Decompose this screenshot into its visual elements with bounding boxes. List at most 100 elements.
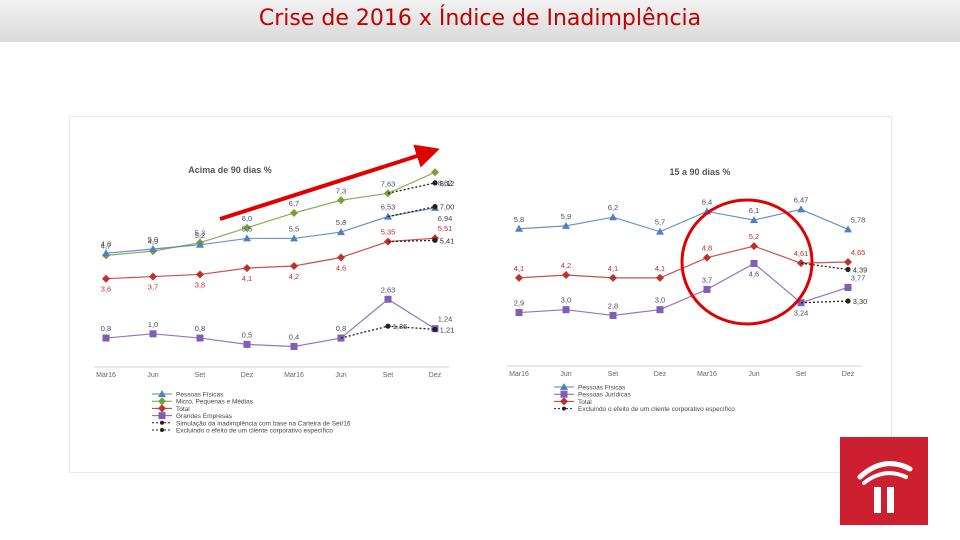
chart-1-data-point [844, 225, 852, 233]
chart-1-data-label: 3,0 [655, 296, 665, 305]
chart-1-legend-label: Total [578, 399, 592, 406]
chart-0-dotted-label: 1,36 [393, 322, 408, 331]
chart-0-data-label: 0,4 [289, 333, 299, 342]
chart-1-x-tick-label: Dez [842, 371, 855, 378]
chart-0-data-label: 4,1 [242, 274, 252, 283]
chart-1-data-point [797, 205, 805, 213]
chart-0-data-label: 0,8 [336, 324, 346, 333]
chart-0-x-tick-label: Jun [335, 372, 346, 379]
chart-0-data-point [196, 270, 204, 279]
chart-1-x-tick-label: Jun [748, 371, 759, 378]
chart-0-data-label: 4,8 [101, 239, 111, 248]
chart-1-data-label: 2,9 [514, 299, 524, 308]
chart-0-dotted-label: 1,21 [440, 325, 455, 334]
chart-1-data-label: 5,9 [561, 212, 571, 221]
chart-0-data-label: 6,94 [438, 214, 453, 223]
chart-1-data-point [750, 216, 758, 224]
chart-1-data-point [750, 242, 758, 251]
chart-1-data-point [656, 273, 664, 282]
chart-0-legend-label: Grandes Empresas [176, 413, 233, 420]
chart-0-data-label: 5,5 [289, 224, 299, 233]
chart-0-data-point [337, 196, 345, 205]
chart-0-data-label: 4,9 [148, 237, 158, 246]
chart-1-data-label: 5,78 [851, 215, 866, 224]
chart-0-data-label: 0,8 [195, 324, 205, 333]
chart-0-x-tick-label: Mar16 [96, 372, 116, 379]
chart-1-data-point [750, 259, 758, 267]
bradesco-logo-icon [857, 461, 913, 513]
chart-0-title: Acima de 90 dias % [188, 165, 272, 175]
chart-1-data-point [562, 221, 570, 229]
chart-0-data-point [384, 295, 392, 303]
chart-1-data-label: 4,6 [749, 269, 759, 278]
chart-1-data-point [515, 273, 523, 282]
chart-1-dotted-point [845, 298, 851, 304]
chart-1-data-point [515, 309, 523, 317]
chart-1-x-tick-label: Set [608, 371, 619, 378]
chart-0-data-label: 2,63 [381, 285, 396, 294]
chart-1-data-label: 4,1 [655, 264, 665, 273]
chart-0-data-label: 1,0 [148, 320, 158, 329]
chart-0-data-label: 0,8 [101, 324, 111, 333]
chart-0-data-label: 8,62 [438, 178, 453, 187]
chart-0-x-tick-label: Mar16 [284, 372, 304, 379]
chart-0-legend-marker [160, 428, 164, 432]
chart-1-dotted-label: 4,39 [853, 266, 868, 275]
chart-1-legend-marker [562, 406, 566, 411]
chart-0-dotted-label: 5,41 [440, 236, 455, 245]
chart-0-dotted-line [387, 205, 436, 218]
chart-0-data-point [102, 274, 110, 283]
chart-1-data-label: 4,1 [608, 264, 618, 273]
chart-0-legend-label: Excluindo o efeito de um cliente corpora… [176, 428, 333, 435]
chart-1-legend-marker [560, 397, 568, 406]
chart-0-x-tick-label: Jun [147, 372, 158, 379]
chart-1-data-point [844, 258, 852, 266]
highlight-circle [680, 198, 814, 326]
chart-0-data-point [290, 343, 298, 351]
chart-0-data-label: 0,5 [242, 330, 252, 339]
chart-1-data-label: 6,1 [749, 206, 759, 215]
chart-1-data-point [656, 227, 664, 235]
chart-1-data-label: 4,8 [702, 244, 712, 253]
chart-1-data-label: 4,2 [561, 261, 571, 270]
chart-1-dotted-point [845, 266, 851, 273]
chart-0-x-tick-label: Set [383, 372, 394, 379]
chart-0-data-point [431, 168, 439, 177]
chart-0-data-label: 6,7 [289, 199, 299, 208]
chart-0-dotted-label: 8,12 [440, 179, 455, 188]
chart-0-series-line [105, 171, 436, 256]
chart-0-data-label: 3,8 [195, 280, 205, 289]
chart-0-legend-label: Simulação da inadimplência com base na C… [176, 420, 351, 427]
chart-1-data-label: 2,8 [608, 301, 618, 310]
chart-0-data-point [102, 249, 110, 257]
chart-1-data-label: 6,2 [608, 203, 618, 212]
title-bar [0, 0, 960, 42]
chart-1-legend-marker [560, 390, 568, 398]
chart-0-data-point [290, 261, 298, 270]
chart-1-data-point [656, 306, 664, 314]
chart-1-data-point [844, 283, 852, 291]
chart-0-data-label: 7,3 [336, 186, 346, 195]
chart-1-dotted-line [800, 262, 849, 271]
chart-0-data-label: 3,6 [101, 285, 111, 294]
chart-0-data-point [243, 264, 251, 273]
chart-0-legend-label: Pessoas Físicas [176, 392, 224, 399]
chart-0-data-label: 5,3 [195, 229, 205, 238]
chart-1-data-point [562, 306, 570, 314]
chart-0-dotted-point [432, 326, 438, 332]
chart-1-data-point [609, 311, 617, 319]
chart-0-dotted-point [432, 204, 438, 210]
chart-0-data-point [196, 240, 204, 248]
chart-0-legend-marker [158, 397, 166, 406]
chart-1-data-label: 3,24 [794, 309, 809, 318]
chart-0-legend-label: Total [176, 406, 190, 413]
chart-1-data-label: 5,2 [749, 232, 759, 241]
chart-0-data-point [196, 334, 204, 342]
chart-0-data-label: 5,8 [336, 218, 346, 227]
chart-0-data-point [149, 245, 157, 253]
chart-0-dotted-line [387, 182, 436, 194]
chart-0-series-line [105, 207, 436, 254]
chart-0-data-label: 4,7 [101, 241, 111, 250]
chart-1-title: 15 a 90 dias % [669, 167, 730, 177]
chart-1-data-label: 3,77 [851, 273, 866, 282]
